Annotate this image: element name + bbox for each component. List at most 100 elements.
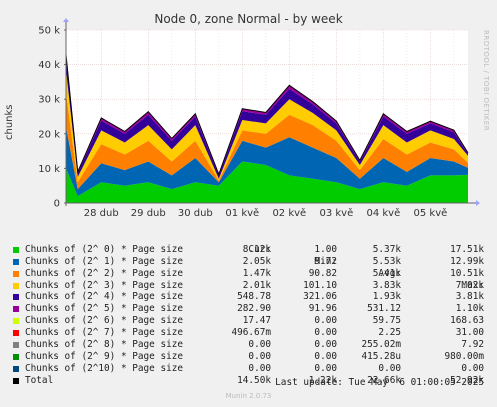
legend-max-value: 12.99k: [450, 255, 484, 267]
axes: [63, 18, 480, 206]
legend-swatch: [13, 353, 19, 360]
legend-cur-value: 14.50k: [237, 374, 271, 386]
legend-max-value: 17.51k: [450, 243, 484, 255]
legend-series-name: Chunks of (2^ 0) * Page size: [25, 243, 184, 255]
legend-series-name: Chunks of (2^ 6) * Page size: [25, 315, 184, 327]
legend-rows: Chunks of (2^ 0) * Page size 8.12k 1.00 5.3…: [0, 244, 497, 387]
legend-min-value: 321.06: [303, 291, 337, 303]
legend-min-value: 0.00: [314, 350, 337, 362]
legend-avg-value: 531.12: [367, 303, 401, 315]
legend-series-name: Total: [25, 374, 54, 386]
legend-swatch: [13, 365, 19, 372]
x-axis-arrow: [476, 200, 480, 206]
x-tick-label: 28 dub: [84, 208, 119, 219]
legend-swatch: [13, 377, 19, 384]
legend-row: Chunks of (2^10) * Page size 0.00 0.00 0.00…: [0, 363, 497, 375]
legend-series-name: Chunks of (2^ 2) * Page size: [25, 267, 184, 279]
legend-cur-value: 0.00: [248, 362, 271, 374]
area-series: [66, 161, 468, 203]
x-tick-label: 01 kvě: [225, 207, 259, 219]
legend-row: Chunks of (2^ 0) * Page size 8.12k 1.00 5.3…: [0, 244, 497, 256]
legend-cur-value: 0.00: [248, 339, 271, 351]
legend-avg-value: 22.66k: [367, 374, 401, 386]
legend-series-name: Chunks of (2^ 7) * Page size: [25, 327, 184, 339]
legend-avg-value: 5.41k: [372, 267, 401, 279]
rrdtool-watermark: RRDTOOL / TOBI OETIKER: [482, 30, 490, 132]
area-series: [66, 92, 468, 190]
legend-cur-value: 2.01k: [242, 279, 271, 291]
legend-series-name: Chunks of (2^ 1) * Page size: [25, 255, 184, 267]
legend-swatch: [13, 306, 19, 313]
legend-row: Chunks of (2^ 9) * Page size 0.00 0.00 415.…: [0, 351, 497, 363]
legend-series-name: Chunks of (2^10) * Page size: [25, 362, 184, 374]
area-series: [66, 126, 468, 197]
legend-avg-value: 0.00: [378, 362, 401, 374]
legend-avg-value: 2.25: [378, 327, 401, 339]
chart-title: Node 0, zone Normal - by week: [154, 12, 343, 26]
legend-swatch: [13, 270, 19, 277]
legend-cur-value: 496.67m: [231, 327, 271, 339]
legend-max-value: 168.63: [450, 315, 484, 327]
area-series: [66, 69, 468, 183]
legend-swatch: [13, 282, 19, 289]
legend-swatch: [13, 246, 19, 253]
legend-row: Chunks of (2^ 8) * Page size 0.00 0.00 255.…: [0, 339, 497, 351]
legend-min-value: 90.82: [308, 267, 337, 279]
legend-cur-value: 282.90: [237, 303, 271, 315]
legend-header-max: Max:: [461, 279, 484, 291]
area-series: [66, 57, 468, 179]
legend-series-name: Chunks of (2^ 3) * Page size: [25, 279, 184, 291]
legend-min-value: 0.00: [314, 327, 337, 339]
x-tick-label: 04 kvě: [366, 207, 400, 219]
legend-max-value: 31.00: [455, 327, 484, 339]
legend-cur-value: 1.47k: [242, 267, 271, 279]
legend-row: Chunks of (2^ 2) * Page size 1.47k 90.82 5.…: [0, 268, 497, 280]
legend-cur-value: 2.05k: [242, 255, 271, 267]
munin-version: Munin 2.0.73: [225, 392, 272, 400]
legend-min-value: 91.96: [308, 303, 337, 315]
legend-min-value: 0.00: [314, 339, 337, 351]
legend-header-cur: Cur:: [248, 243, 271, 255]
legend-cur-value: 17.47: [242, 315, 271, 327]
x-tick-label: 29 dub: [131, 208, 166, 219]
legend-max-value: 7.02k: [455, 279, 484, 291]
legend-row: Chunks of (2^ 6) * Page size 17.47 0.00 59.…: [0, 315, 497, 327]
y-tick-label: 40 k: [38, 60, 60, 71]
legend-swatch: [13, 318, 19, 325]
legend-row: Chunks of (2^ 3) * Page size 2.01k 101.10 3…: [0, 280, 497, 292]
legend-series-name: Chunks of (2^ 9) * Page size: [25, 350, 184, 362]
legend-max-value: 7.92: [461, 339, 484, 351]
legend-series-name: Chunks of (2^ 8) * Page size: [25, 339, 184, 351]
legend-row: Chunks of (2^ 1) * Page size 2.05k 9.72 5.5…: [0, 256, 497, 268]
legend-cur-value: 8.12k: [242, 243, 271, 255]
legend-swatch: [13, 258, 19, 265]
legend-row: Total 14.50k 1.22k 22.66k 52.92k: [0, 375, 497, 387]
x-tick-label: 30 dub: [178, 208, 213, 219]
legend-max-value: 3.81k: [455, 291, 484, 303]
legend-series-name: Chunks of (2^ 4) * Page size: [25, 291, 184, 303]
legend-min-value: 0.00: [314, 362, 337, 374]
legend-avg-value: 3.83k: [372, 279, 401, 291]
legend-cur-value: 548.78: [237, 291, 271, 303]
legend-row: Chunks of (2^ 7) * Page size 496.67m 0.00 2…: [0, 327, 497, 339]
legend-avg-value: 5.37k: [372, 243, 401, 255]
legend-min-value: 1.00: [314, 243, 337, 255]
y-tick-label: 0: [54, 199, 60, 210]
legend-swatch: [13, 330, 19, 337]
x-tick-label: 05 kvě: [414, 207, 448, 219]
legend-avg-value: 5.53k: [372, 255, 401, 267]
y-tick-label: 20 k: [38, 129, 60, 140]
legend-header-avg: Avg:: [378, 267, 401, 279]
legend-header: Cur: Min: Avg: Max:: [0, 232, 497, 291]
y-tick-label: 50 k: [38, 26, 60, 37]
legend-avg-value: 1.93k: [372, 291, 401, 303]
legend-min-value: 101.10: [303, 279, 337, 291]
x-tick-labels: 28 dub 29 dub 30 dub 01 kvě 02 kvě 03 kvě 04 k…: [84, 207, 447, 219]
legend-max-value: 1.10k: [455, 303, 484, 315]
legend-avg-value: 59.75: [372, 315, 401, 327]
legend-swatch: [13, 294, 19, 301]
legend-min-value: 0.00: [314, 315, 337, 327]
legend-avg-value: 255.02m: [361, 339, 401, 351]
y-axis-arrow: [63, 18, 69, 22]
area-series: [66, 54, 468, 176]
